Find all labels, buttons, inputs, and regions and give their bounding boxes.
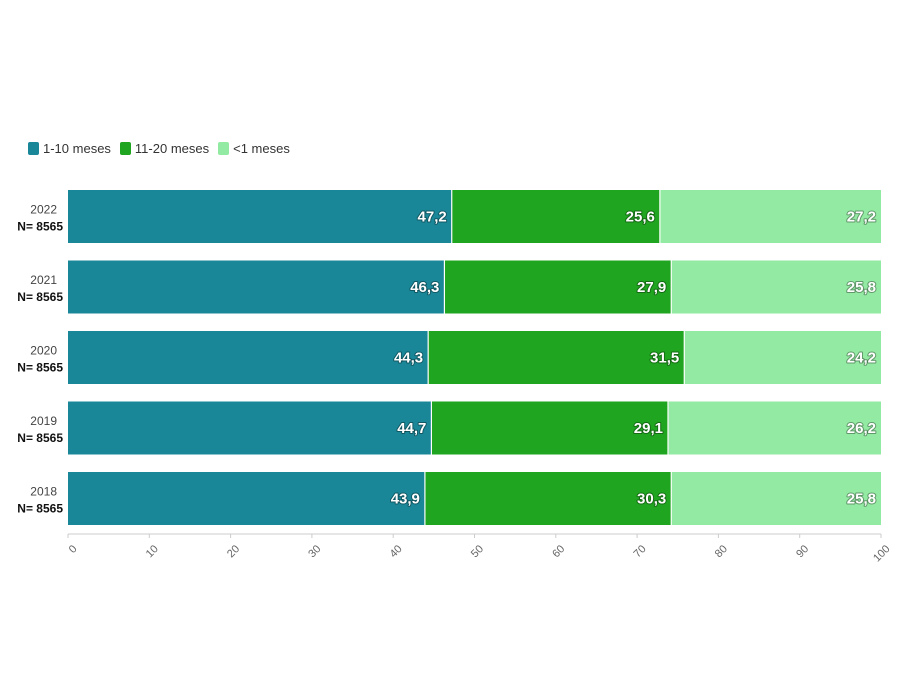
bar-value-label: 31,5 — [650, 350, 679, 367]
x-tick-label: 20 — [225, 543, 242, 560]
legend-item-lt-1-meses[interactable]: <1 meses — [218, 141, 290, 156]
x-tick-label: 100 — [871, 543, 892, 564]
bar-segment[interactable] — [68, 401, 432, 455]
bar-value-label: 44,3 — [394, 350, 423, 367]
bar-value-label: 25,6 — [626, 209, 655, 226]
legend-swatch — [28, 142, 39, 155]
bar-segment[interactable] — [68, 331, 429, 384]
bar-value-label: 29,1 — [634, 420, 663, 437]
legend-label: <1 meses — [233, 141, 290, 156]
bar-value-label: 46,3 — [410, 279, 439, 296]
bar-value-label: 43,9 — [391, 491, 420, 508]
legend-item-11-20-meses[interactable]: 11-20 meses — [119, 141, 210, 156]
bar-segment[interactable] — [431, 401, 668, 455]
bar-segment[interactable] — [667, 401, 881, 455]
x-tick-label: 30 — [306, 543, 323, 560]
x-tick-label: 80 — [713, 543, 730, 560]
x-tick-label: 60 — [550, 543, 567, 560]
bar-segment[interactable] — [451, 190, 660, 243]
category-label: 2019 — [30, 414, 57, 428]
bar-value-label: 26,2 — [847, 420, 876, 437]
bar-segment[interactable] — [684, 331, 881, 384]
bar-segment[interactable] — [68, 190, 452, 243]
bar-value-label: 44,7 — [397, 420, 426, 437]
x-tick-label: 70 — [632, 543, 649, 560]
bar-value-label: 25,8 — [847, 279, 876, 296]
category-label: 2018 — [30, 485, 57, 499]
legend-item-1-10-meses[interactable]: 1-10 meses — [28, 141, 111, 156]
category-label: 2021 — [30, 273, 57, 287]
bar-segment[interactable] — [68, 472, 425, 525]
bar-value-label: 27,9 — [637, 279, 666, 296]
bar-value-label: 47,2 — [418, 209, 447, 226]
legend-label: 1-10 meses — [43, 141, 111, 156]
category-label: 2020 — [30, 344, 57, 358]
bar-segment[interactable] — [68, 260, 445, 314]
x-tick-label: 90 — [794, 543, 811, 560]
category-sublabel: N= 8565 — [17, 502, 63, 516]
legend-swatch — [119, 142, 131, 155]
bar-segment[interactable] — [428, 331, 685, 384]
bar-value-label: 24,2 — [847, 350, 876, 367]
category-sublabel: N= 8565 — [17, 361, 63, 375]
legend-label: 11-20 meses — [134, 141, 210, 156]
x-tick-label: 40 — [388, 543, 405, 560]
category-sublabel: N= 8565 — [17, 431, 63, 445]
category-label: 2022 — [30, 203, 57, 217]
category-sublabel: N= 8565 — [17, 290, 63, 304]
x-tick-label: 10 — [144, 543, 161, 560]
bar-segment[interactable] — [444, 260, 672, 314]
legend: 1-10 meses 11-20 meses <1 meses — [28, 141, 299, 156]
bar-segment[interactable] — [671, 260, 881, 314]
bar-segment[interactable] — [424, 472, 672, 525]
x-tick-label: 0 — [67, 543, 80, 556]
x-tick-label: 50 — [469, 543, 486, 560]
legend-swatch — [218, 142, 230, 155]
bar-value-label: 25,8 — [847, 491, 876, 508]
category-sublabel: N= 8565 — [17, 220, 63, 234]
bar-value-label: 30,3 — [637, 491, 666, 508]
bar-segment[interactable] — [671, 472, 881, 525]
bar-value-label: 27,2 — [847, 209, 876, 226]
bar-segment[interactable] — [659, 190, 881, 243]
